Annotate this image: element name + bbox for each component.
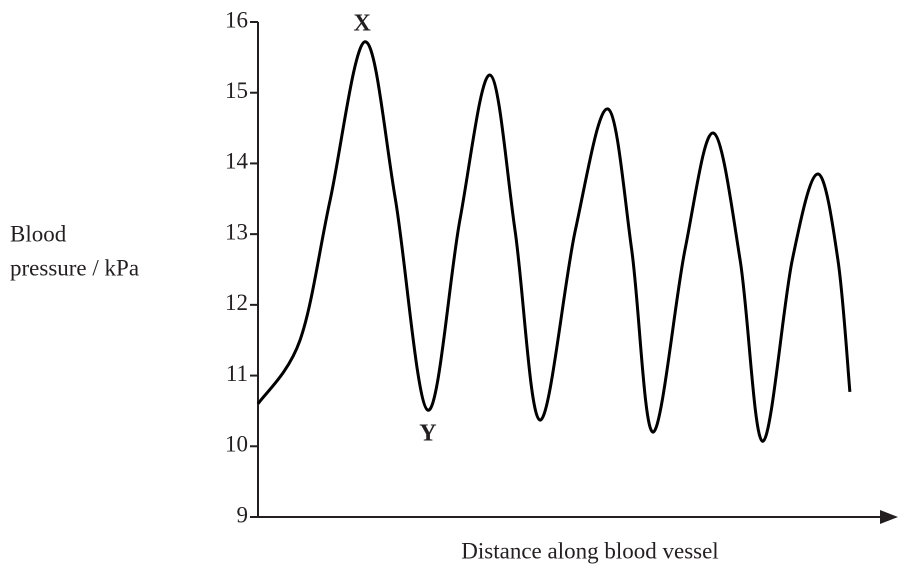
y-tick-label: 9 xyxy=(237,502,249,527)
y-axis-label: Blood xyxy=(10,221,67,246)
annotation: Y xyxy=(419,421,436,447)
x-axis-label: Distance along blood vessel xyxy=(461,538,718,563)
x-axis-arrow xyxy=(880,510,898,524)
y-tick-label: 14 xyxy=(225,149,249,174)
annotation: X xyxy=(354,10,372,36)
y-tick-label: 13 xyxy=(225,219,248,244)
y-tick-label: 16 xyxy=(225,7,248,32)
y-tick-label: 11 xyxy=(226,361,248,386)
y-tick-label: 10 xyxy=(225,432,248,457)
y-tick-label: 12 xyxy=(225,290,248,315)
y-tick-label: 15 xyxy=(225,78,248,103)
y-axis-label: pressure / kPa xyxy=(10,255,139,280)
line xyxy=(256,40,852,443)
